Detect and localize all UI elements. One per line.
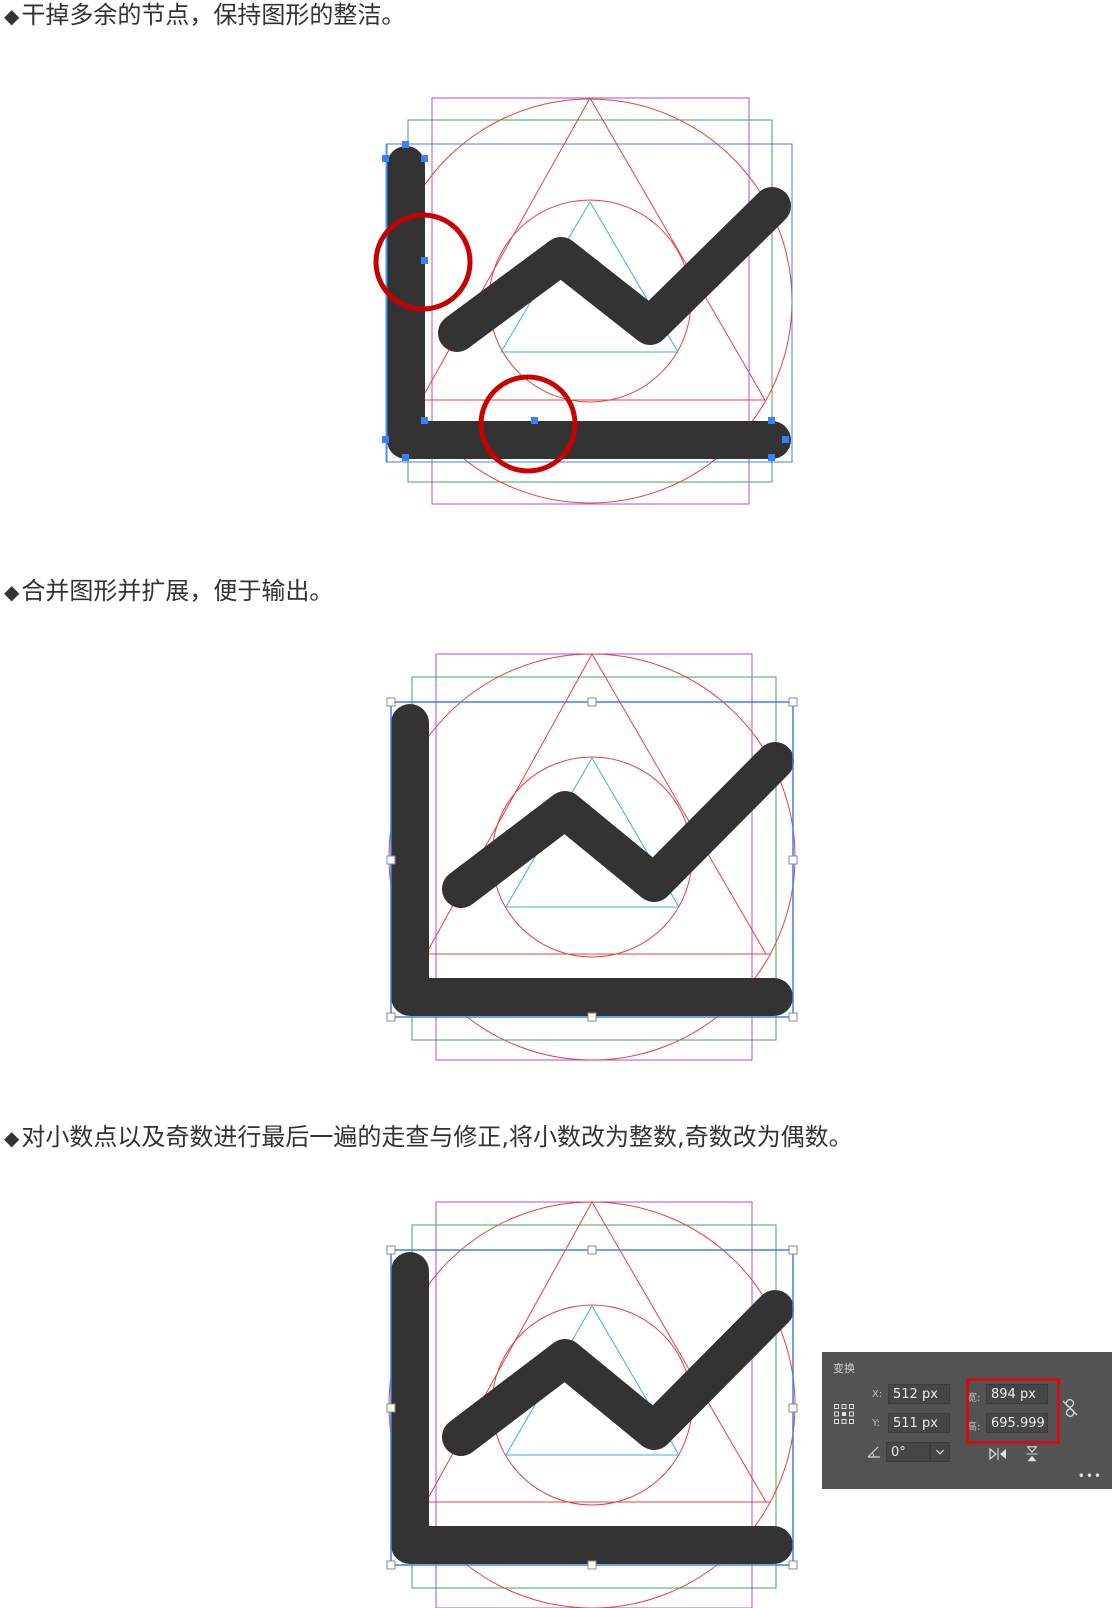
- anchor-point[interactable]: [421, 417, 428, 424]
- anchor-point[interactable]: [531, 417, 538, 424]
- step1-text: 干掉多余的节点，保持图形的整洁。: [21, 1, 406, 29]
- anchor-point[interactable]: [768, 454, 775, 461]
- step1-caption: ◆干掉多余的节点，保持图形的整洁。: [4, 0, 405, 31]
- anchor-point[interactable]: [768, 417, 775, 424]
- transform-panel: 变换 X: 512 px Y: 511 px 宽: 894 px 高: 695.…: [822, 1352, 1112, 1489]
- diamond-bullet-icon: ◆: [4, 1126, 20, 1150]
- resize-handle[interactable]: [788, 697, 798, 707]
- resize-handle[interactable]: [386, 1012, 396, 1022]
- anchor-point[interactable]: [782, 436, 789, 443]
- resize-handle[interactable]: [788, 855, 798, 865]
- resize-handle[interactable]: [587, 1012, 597, 1022]
- resize-handle[interactable]: [386, 855, 396, 865]
- anchor-point[interactable]: [382, 155, 389, 162]
- highlight-circle-redundant-node: [373, 212, 473, 312]
- figure-remove-nodes: [373, 94, 793, 505]
- x-label: X:: [872, 1389, 883, 1400]
- resize-handle[interactable]: [788, 1245, 798, 1255]
- highlight-circle-redundant-node: [478, 374, 578, 474]
- guide-triangle-large: [420, 96, 766, 401]
- angle-field[interactable]: 0°: [886, 1442, 930, 1462]
- angle-dropdown[interactable]: [930, 1442, 950, 1462]
- panel-title: 变换: [833, 1362, 855, 1375]
- anchor-point[interactable]: [382, 436, 389, 443]
- resize-handle[interactable]: [587, 697, 597, 707]
- selection-bounds: [390, 701, 794, 1018]
- chart-icon-trendline: [438, 187, 791, 352]
- resize-handle[interactable]: [788, 1560, 798, 1570]
- y-label: Y:: [872, 1418, 881, 1429]
- x-field[interactable]: 512 px: [888, 1384, 950, 1404]
- chart-icon-axes: [391, 1252, 793, 1564]
- y-field[interactable]: 511 px: [888, 1413, 950, 1433]
- chart-icon-axes: [387, 146, 791, 459]
- link-constrain-icon[interactable]: [1060, 1398, 1080, 1418]
- height-label: 高:: [967, 1422, 981, 1433]
- resize-handle[interactable]: [587, 1560, 597, 1570]
- step2-caption: ◆合并图形并扩展，便于输出。: [4, 576, 333, 607]
- icon-artboard-3: [386, 1200, 798, 1608]
- resize-handle[interactable]: [386, 1560, 396, 1570]
- flip-horizontal-icon[interactable]: [988, 1447, 1008, 1461]
- reference-point-icon[interactable]: [834, 1404, 854, 1424]
- resize-handle[interactable]: [587, 1245, 597, 1255]
- icon-artboard-1: [373, 96, 793, 505]
- resize-handle[interactable]: [386, 1403, 396, 1413]
- more-icon[interactable]: •••: [1077, 1469, 1102, 1483]
- selection-bounds: [390, 1249, 794, 1566]
- width-label: 宽:: [967, 1393, 981, 1404]
- width-field[interactable]: 894 px: [986, 1384, 1048, 1404]
- resize-handle[interactable]: [788, 1012, 798, 1022]
- anchor-point[interactable]: [402, 454, 409, 461]
- flip-vertical-icon[interactable]: [1025, 1445, 1039, 1463]
- resize-handle[interactable]: [386, 1245, 396, 1255]
- step2-text: 合并图形并扩展，便于输出。: [21, 577, 334, 605]
- step3-text: 对小数点以及奇数进行最后一遍的走查与修正,将小数改为整数,奇数改为偶数。: [21, 1123, 853, 1151]
- angle-icon: [867, 1446, 880, 1458]
- figure-merge-expand: [382, 650, 798, 1061]
- highlight-box-size-values: [966, 1378, 1060, 1444]
- selection-bounds: [386, 143, 793, 463]
- chart-icon-trendline: [442, 1290, 794, 1456]
- chart-icon-trendline: [442, 742, 794, 908]
- diamond-bullet-icon: ◆: [4, 580, 20, 604]
- figure-round-values: [382, 1198, 798, 1608]
- resize-handle[interactable]: [386, 697, 396, 707]
- chart-icon-axes: [391, 704, 793, 1016]
- resize-handle[interactable]: [788, 1403, 798, 1413]
- dropdown-icon: [935, 1449, 945, 1455]
- icon-artboard-2: [386, 652, 798, 1061]
- anchor-point[interactable]: [402, 141, 409, 148]
- step3-caption: ◆对小数点以及奇数进行最后一遍的走查与修正,将小数改为整数,奇数改为偶数。: [4, 1122, 853, 1153]
- height-field[interactable]: 695.999: [986, 1413, 1048, 1433]
- anchor-point[interactable]: [421, 257, 428, 264]
- anchor-point[interactable]: [421, 155, 428, 162]
- diamond-bullet-icon: ◆: [4, 4, 20, 28]
